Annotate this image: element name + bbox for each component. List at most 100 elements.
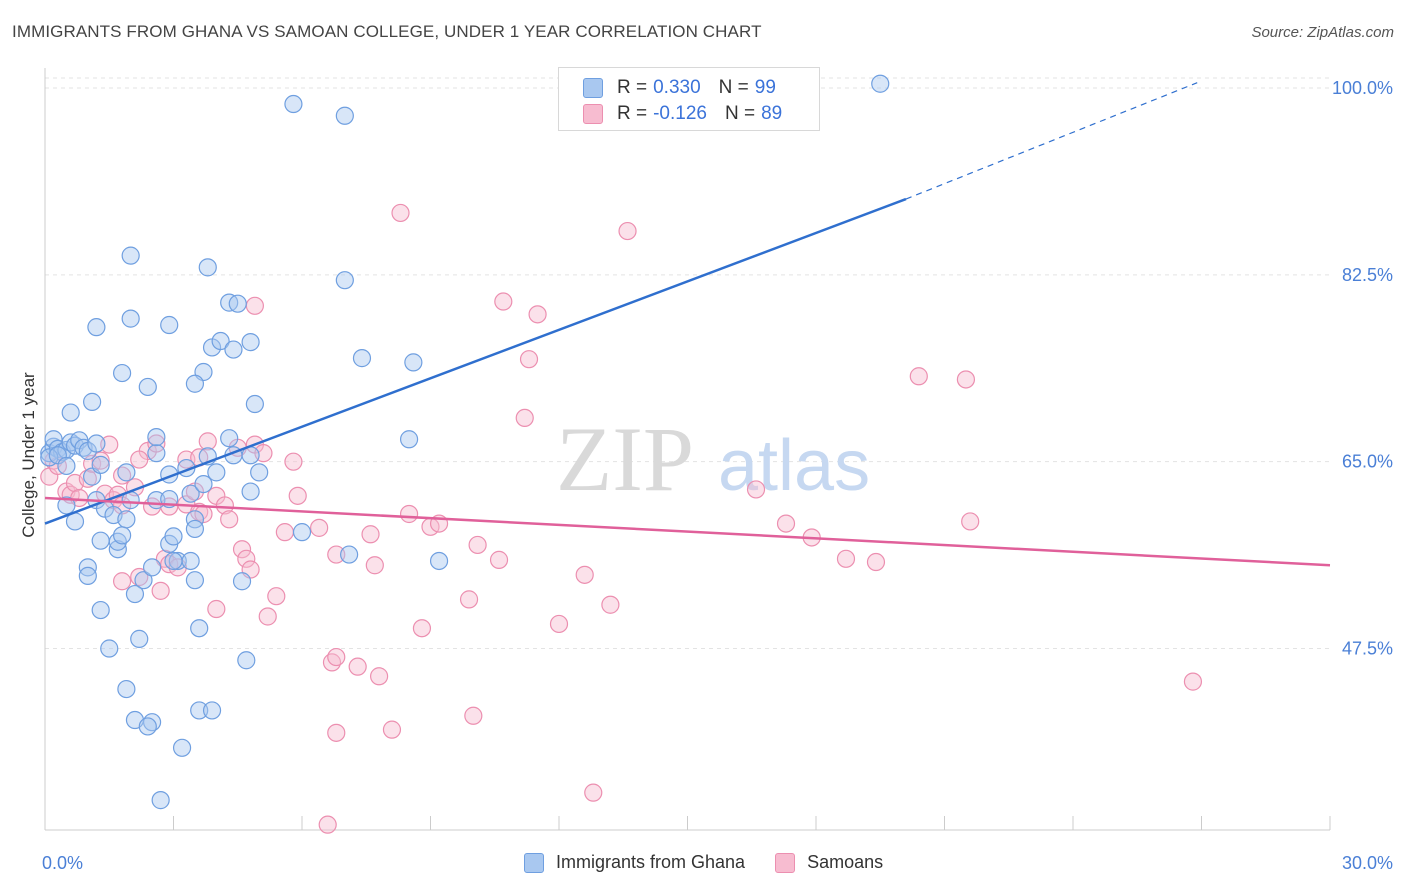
samoan-point: [284, 452, 303, 471]
x-tick-label: 0.0%: [42, 853, 83, 873]
ghana-point: [112, 363, 132, 383]
samoan-point: [1183, 672, 1203, 691]
ghana-point: [245, 394, 264, 414]
samoan-point: [207, 599, 226, 619]
ghana-point: [164, 527, 183, 546]
ghana-point: [250, 463, 269, 482]
ghana-point: [241, 333, 260, 352]
legend-r-value: -0.126: [653, 103, 707, 124]
samoan-point: [464, 706, 483, 725]
legend-n-label: N =: [724, 103, 756, 124]
samoan-point: [370, 667, 389, 686]
ghana-point: [151, 791, 170, 810]
samoan-point: [215, 496, 234, 515]
bottom-legend-swatch-ghana: [524, 852, 544, 873]
ghana-point: [172, 738, 192, 757]
samoan-point: [318, 815, 337, 834]
samoan-point: [91, 451, 110, 470]
y-tick-label: 100.0%: [1332, 78, 1393, 98]
samoan-point: [310, 518, 329, 537]
ghana-point: [399, 430, 419, 449]
ghana-point: [232, 572, 252, 591]
legend-swatch-samoan: [583, 104, 603, 124]
bottom-legend: Immigrants from Ghana Samoans: [524, 852, 913, 873]
y-tick-label: 47.5%: [1342, 639, 1393, 659]
samoan-point: [220, 510, 239, 529]
samoan-point: [382, 720, 402, 739]
bottom-legend-label-ghana: Immigrants from Ghana: [556, 852, 746, 872]
ghana-point: [121, 246, 140, 265]
samoan-point: [618, 221, 637, 241]
samoan-point: [776, 514, 796, 533]
ghana-point: [78, 566, 97, 586]
samoan-point: [237, 549, 256, 568]
samoan-point: [391, 203, 410, 223]
ghana-point: [181, 551, 200, 571]
ghana-point: [202, 701, 222, 720]
ghana-point: [125, 584, 145, 604]
samoan-point: [112, 572, 132, 591]
ghana-point: [164, 551, 183, 571]
samoan-point: [866, 552, 886, 572]
y-axis-label: College, Under 1 year: [19, 372, 38, 538]
samoan-point: [348, 657, 367, 676]
ghana-point: [237, 651, 256, 670]
source-label: Source: ZipAtlas.com: [1251, 24, 1394, 41]
legend-r-value: 0.330: [653, 77, 701, 98]
ghana-point: [91, 531, 110, 550]
watermark: ZIP atlas: [556, 408, 870, 510]
trend-layer: [44, 82, 1331, 567]
axis-layer: 47.5% 65.0% 82.5% 100.0% 0.0% 30.0%: [42, 68, 1393, 873]
samoan-point: [399, 504, 419, 524]
ghana-point: [83, 392, 102, 411]
ghana-point: [117, 679, 136, 699]
ghana-point: [284, 94, 303, 114]
ghana-point: [335, 106, 354, 125]
ghana-point: [108, 540, 127, 559]
bottom-legend-label-samoan: Samoans: [807, 852, 884, 872]
samoan-point: [489, 550, 509, 569]
chart-title: IMMIGRANTS FROM GHANA VS SAMOAN COLLEGE,…: [12, 22, 762, 41]
samoan-point: [909, 367, 928, 386]
samoan-point: [575, 565, 594, 584]
samoan-point: [494, 292, 513, 311]
ghana-point: [138, 717, 157, 736]
ghana-point: [185, 571, 205, 590]
ghana-point: [181, 484, 200, 503]
legend-row-samoan: R = -0.126 N = 89: [583, 101, 782, 127]
samoan-point: [365, 556, 384, 575]
ghana-point: [168, 551, 187, 571]
samoan-point: [956, 370, 976, 389]
ghana-point: [352, 349, 372, 368]
ghana-point: [404, 353, 423, 372]
ghana-point: [198, 258, 217, 277]
samoan-point: [288, 486, 307, 505]
ghana-point: [112, 526, 132, 545]
ghana-point: [87, 434, 106, 453]
ghana-point: [147, 428, 166, 447]
samoan-point: [361, 525, 380, 544]
samoan-point: [468, 535, 487, 555]
samoan-point: [267, 587, 286, 606]
samoan-point: [258, 607, 277, 626]
legend-n-value: 89: [761, 103, 783, 124]
legend-n-label: N =: [718, 77, 749, 98]
ghana-point: [241, 482, 260, 501]
bottom-legend-samoan: Samoans: [775, 852, 883, 873]
samoan-point: [836, 549, 856, 568]
ghana-point: [160, 315, 179, 335]
ghana-point: [871, 74, 890, 93]
watermark-atlas: atlas: [718, 426, 870, 506]
ghana-point: [185, 510, 205, 529]
y-tick-label: 82.5%: [1342, 265, 1393, 285]
legend-swatch-ghana: [583, 78, 603, 98]
bottom-legend-ghana: Immigrants from Ghana: [524, 852, 745, 873]
samoan-point: [147, 434, 166, 453]
grid-layer: [45, 77, 1330, 650]
samoan-point: [519, 350, 539, 369]
samoan-point: [601, 595, 620, 614]
samoan-point: [515, 408, 534, 428]
samoan-point: [327, 647, 346, 667]
ghana-point: [429, 551, 449, 571]
samoan-point: [130, 450, 149, 469]
